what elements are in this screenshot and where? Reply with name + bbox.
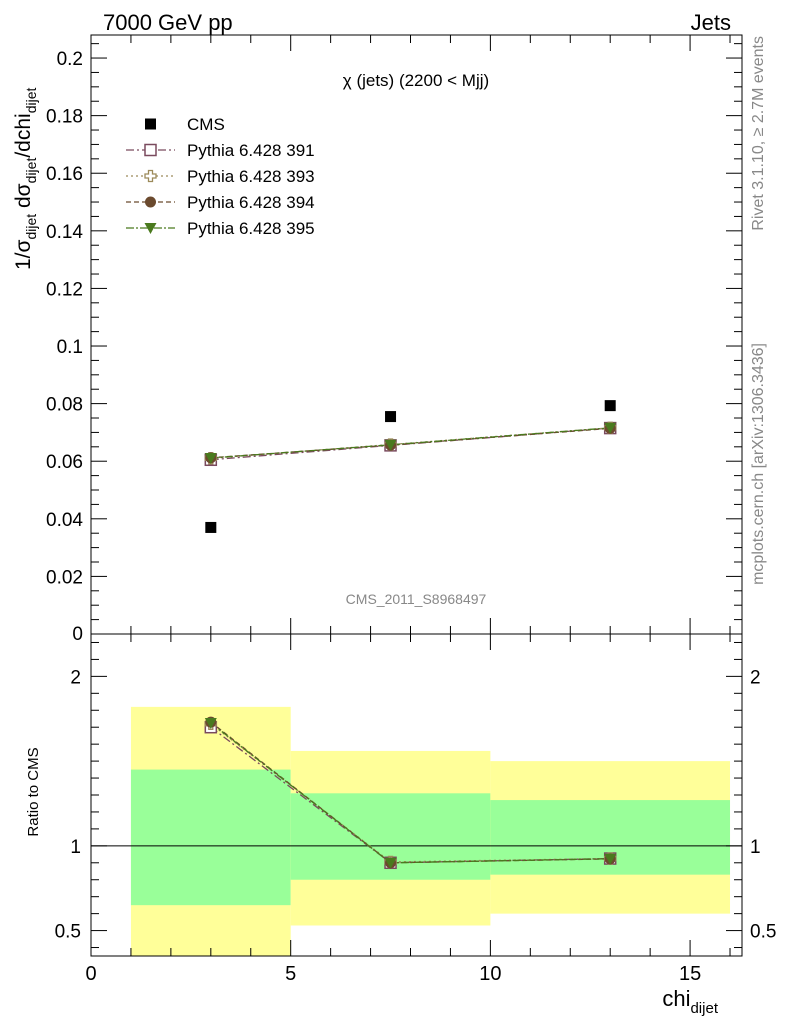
main-ytick-label: 0.1 (57, 337, 83, 358)
ratio-ytick-label-left: 2 (70, 667, 81, 688)
ratio-point-s3-0 (204, 717, 217, 729)
ratio-bands (91, 706, 742, 956)
ratio-xtick-label: 15 (679, 963, 701, 985)
ratio-ytick-label-right: 0.5 (750, 922, 776, 943)
legend-marker-0 (145, 118, 156, 130)
ratio-ytick-label-left: 1 (70, 837, 81, 858)
ratio-ytick-label-right: 2 (750, 667, 761, 688)
main-axis-ticks: 0.02 0.04 0.06 0.08 0.1 0.12 0.14 0.16 0.18 0.2 0 (46, 35, 742, 645)
main-ytick-label: 0.18 (46, 107, 83, 128)
ratio-band-green-0 (130, 769, 291, 906)
main-point-s4-1 (384, 439, 397, 451)
main-point-s0-1 (385, 411, 397, 423)
main-point-s0-2 (604, 400, 616, 412)
main-series-lines (210, 427, 611, 461)
legend-label-4: Pythia 6.428 395 (187, 219, 315, 238)
chart-title: χ (jets) (2200 < Mjj) (343, 71, 489, 90)
ratio-series-markers (204, 716, 617, 870)
main-series-line-4 (210, 427, 611, 459)
legend-label-3: Pythia 6.428 394 (187, 193, 315, 212)
main-ytick-label: 0.06 (46, 452, 83, 473)
ratio-ytick-label-left: 0.5 (55, 922, 81, 943)
legend-marker-3 (145, 196, 156, 208)
rivet-label: Rivet 3.1.10, ≥ 2.7M events (750, 36, 767, 231)
legend-label-0: CMS (187, 115, 225, 134)
main-point-s4-0 (204, 453, 217, 465)
header-left: 7000 GeV pp (103, 10, 233, 35)
legend-marker-2 (144, 169, 157, 183)
ratio-ytick-label-right: 1 (750, 837, 761, 858)
main-ytick-label: 0.2 (57, 49, 83, 70)
ratio-xtick-label: 5 (285, 963, 296, 985)
legend-label-2: Pythia 6.428 393 (187, 167, 315, 186)
ratio-point-s3-2 (604, 853, 617, 865)
legend-marker-4 (144, 223, 157, 234)
header-right: Jets (691, 10, 731, 35)
main-ytick-label: 0.16 (46, 164, 83, 185)
main-ylabel: 1/σdijet dσdijet/dchidijet (12, 88, 39, 270)
ratio-axis-ticks: 0 5 10 15 0.5 0.5 1 1 2 2 (55, 634, 776, 985)
main-ytick-label-zero: 0 (72, 624, 83, 645)
ratio-xtick-label: 10 (479, 963, 501, 985)
ratio-ylabel: Ratio to CMS (25, 747, 42, 836)
ratio-xtick-label: 0 (85, 963, 96, 985)
main-ytick-label: 0.08 (46, 395, 83, 416)
ratio-point-s3-1 (384, 857, 397, 869)
main-ytick-label: 0.04 (46, 510, 83, 531)
main-ytick-label: 0.02 (46, 567, 83, 588)
legend-marker-1 (144, 143, 157, 157)
analysis-watermark: CMS_2011_S8968497 (346, 591, 487, 607)
main-point-s0-0 (205, 521, 217, 533)
main-ytick-label: 0.12 (46, 279, 83, 300)
legend: CMS Pythia 6.428 391 Pythia 6.428 393 Pythi… (126, 115, 315, 238)
main-series-markers (204, 400, 617, 533)
mcplots-label: mcplots.cern.ch [arXiv:1306.3436] (750, 343, 767, 585)
main-ytick-label: 0.14 (46, 222, 83, 243)
legend-label-1: Pythia 6.428 391 (187, 141, 315, 160)
main-point-s4-2 (604, 422, 617, 434)
ratio-xlabel: chidijet (662, 986, 718, 1017)
